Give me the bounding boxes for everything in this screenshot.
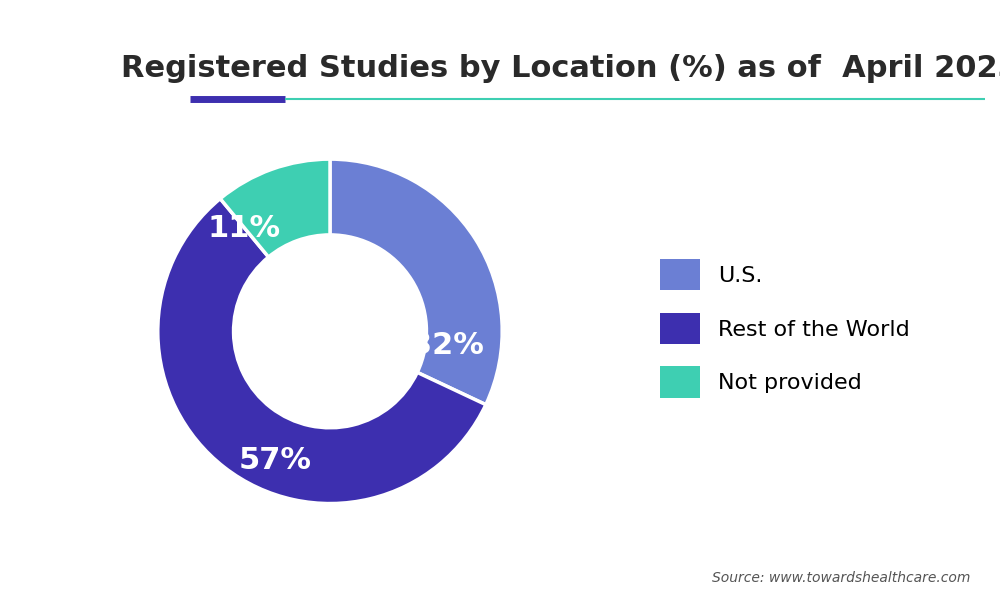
Legend: U.S., Rest of the World, Not provided: U.S., Rest of the World, Not provided [649,248,921,409]
Wedge shape [158,199,486,503]
Wedge shape [330,159,502,405]
Text: 57%: 57% [238,446,311,475]
Text: 11%: 11% [207,214,280,242]
Text: Source: www.towardshealthcare.com: Source: www.towardshealthcare.com [712,571,970,585]
Text: 32%: 32% [411,331,484,359]
Text: Registered Studies by Location (%) as of  April 2023: Registered Studies by Location (%) as of… [121,54,1000,83]
Wedge shape [220,159,330,257]
